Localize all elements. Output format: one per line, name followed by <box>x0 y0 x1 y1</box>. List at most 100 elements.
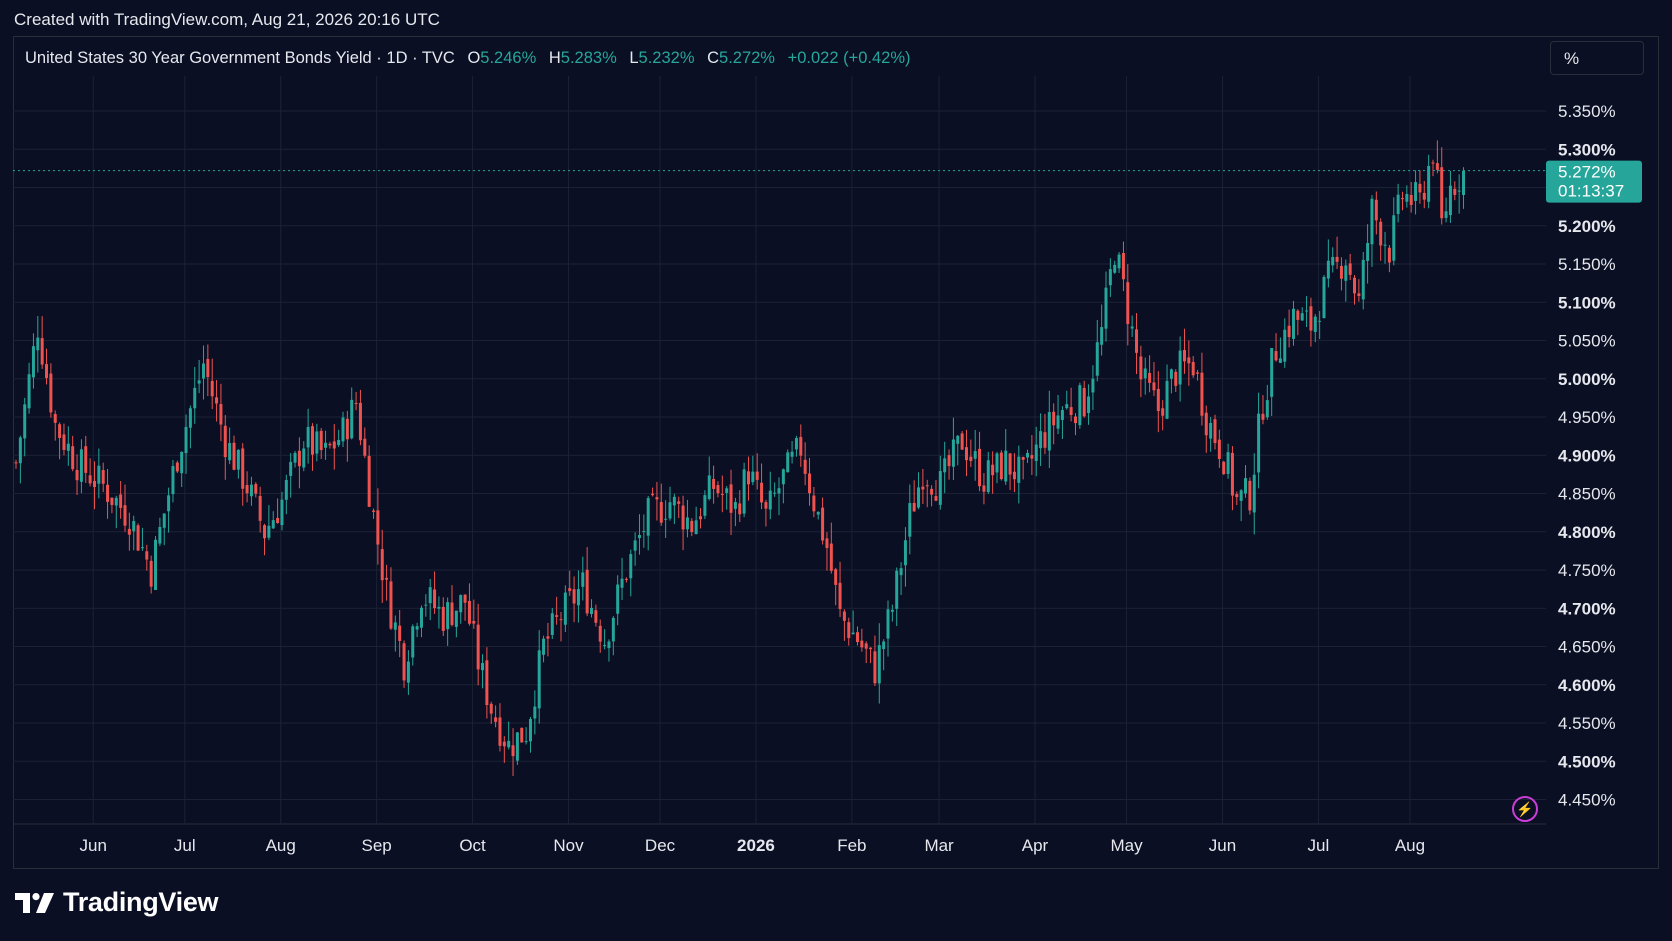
candle-body <box>629 554 633 579</box>
candle-body <box>184 426 188 454</box>
candle-body <box>354 403 358 405</box>
candle-body <box>751 471 755 483</box>
candle-body <box>1047 412 1051 451</box>
candle-body <box>345 418 349 440</box>
x-tick-label: Jun <box>1209 836 1236 855</box>
candle-body <box>441 606 445 631</box>
candle-body <box>1339 265 1343 279</box>
lightning-icon[interactable]: ⚡ <box>1512 796 1538 822</box>
candle-body <box>1034 444 1038 462</box>
candle-body <box>1039 431 1043 449</box>
percent-scale-button[interactable]: % <box>1550 41 1644 75</box>
candle-body <box>123 505 127 526</box>
candle-body <box>964 447 968 461</box>
candle-body <box>245 485 249 494</box>
candle-body <box>1230 452 1234 496</box>
candle-body <box>925 485 929 487</box>
candle-body <box>450 602 454 625</box>
candle-body <box>315 431 319 454</box>
candle-body <box>206 359 210 378</box>
candle-body <box>851 632 855 635</box>
x-tick-label: Jul <box>174 836 196 855</box>
candle-body <box>1448 185 1452 216</box>
y-tick-label: 4.700% <box>1558 599 1616 618</box>
candle-body <box>637 534 641 539</box>
candle-body <box>1222 461 1226 475</box>
candle-body <box>293 452 297 463</box>
candle-body <box>1405 193 1409 202</box>
candle-body <box>332 441 336 449</box>
candle-body <box>886 609 890 639</box>
candle-body <box>1257 413 1261 473</box>
candle-body <box>511 745 515 757</box>
y-tick-label: 4.800% <box>1558 523 1616 542</box>
candle-body <box>406 661 410 683</box>
candle-body <box>1357 293 1361 297</box>
candle-body <box>781 469 785 485</box>
tradingview-logo[interactable]: TradingView <box>15 887 219 918</box>
candle-body <box>1165 380 1169 419</box>
candle-body <box>563 592 567 625</box>
candle-body <box>1191 361 1195 376</box>
candle-body <box>720 493 724 495</box>
candle-body <box>1135 329 1139 353</box>
y-tick-label: 5.350% <box>1558 102 1616 121</box>
candle-body <box>319 430 323 451</box>
open-value: 5.246% <box>480 49 537 67</box>
candle-body <box>306 426 310 448</box>
candle-body <box>1414 182 1418 201</box>
candle-body <box>454 610 458 627</box>
candle-body <box>799 436 803 456</box>
candle-body <box>1278 358 1282 363</box>
candle-body <box>1108 269 1112 286</box>
time-axis: Jun Jul Aug Sep Oct Nov Dec 2026 Feb Mar Apr May Jun… <box>80 836 1426 855</box>
candle-body <box>215 397 219 404</box>
candle-body <box>1335 256 1339 262</box>
candle-body <box>581 572 585 587</box>
candle-body <box>1004 450 1008 482</box>
y-tick-label: 4.450% <box>1558 791 1616 810</box>
candle-body <box>533 706 537 719</box>
candle-body <box>280 499 284 526</box>
candle-body <box>171 466 175 495</box>
candle-body <box>699 516 703 520</box>
candle-body <box>1431 162 1435 164</box>
candle-body <box>1418 183 1422 193</box>
close-label: C <box>707 49 720 67</box>
candle-body <box>620 578 624 588</box>
y-tick-label: 4.900% <box>1558 446 1616 465</box>
candle-body <box>241 448 245 489</box>
candle-body <box>1204 412 1208 436</box>
candle-body <box>882 641 886 650</box>
candle-body <box>472 620 476 624</box>
candle-body <box>1252 474 1256 513</box>
candle-body <box>690 520 694 533</box>
candle-body <box>816 511 820 515</box>
candle-body <box>385 577 389 580</box>
candle-body <box>738 503 742 515</box>
candle-body <box>1462 170 1466 195</box>
candle-body <box>834 569 838 585</box>
candle-body <box>1178 350 1182 385</box>
candle-body <box>1392 215 1396 261</box>
candle-body <box>912 502 916 512</box>
candle-body <box>1130 326 1134 329</box>
price-tag-value: 5.272% <box>1558 163 1616 182</box>
candle-body <box>154 539 158 591</box>
candle-body <box>132 521 136 532</box>
candle-body <box>23 404 27 439</box>
candle-body <box>1213 419 1217 444</box>
candle-body <box>611 617 615 642</box>
price-tag-box <box>1546 160 1642 203</box>
candle-body <box>659 502 663 523</box>
candle-body <box>437 606 441 609</box>
chart-panel[interactable] <box>13 36 1659 869</box>
candle-body <box>106 484 110 502</box>
y-tick-label: 5.300% <box>1558 140 1616 159</box>
candle-body <box>768 490 772 510</box>
symbol-legend[interactable]: United States 30 Year Government Bonds Y… <box>25 49 911 68</box>
candle-body <box>1209 422 1213 439</box>
candle-body <box>1344 265 1348 281</box>
candle-body <box>1379 221 1383 246</box>
